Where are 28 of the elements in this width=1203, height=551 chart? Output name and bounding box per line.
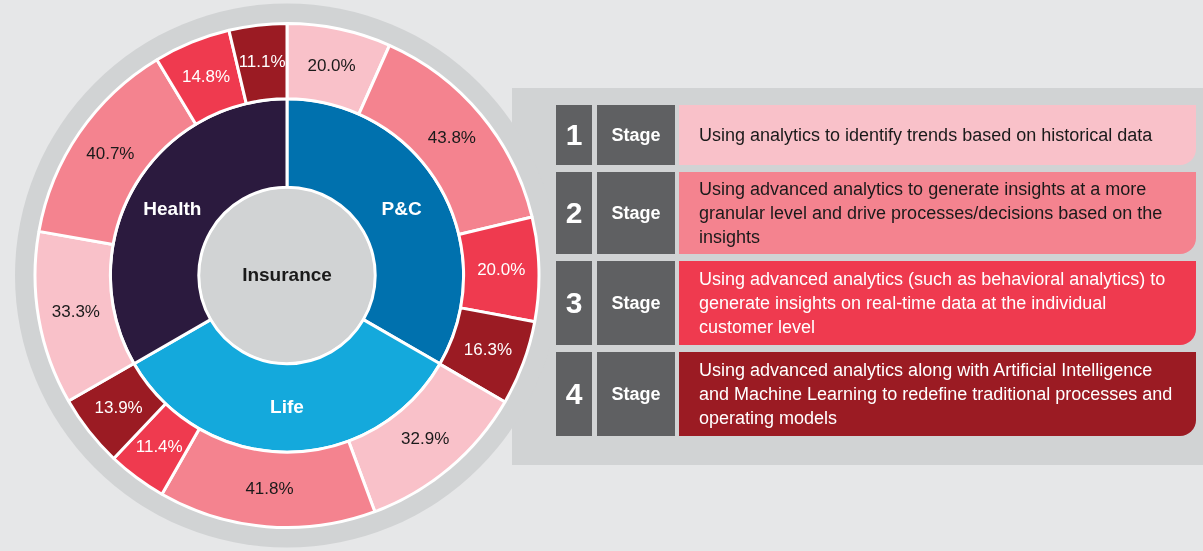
- text: Using advanced analytics to generate insights at a more granular level and drive processes/decisions based on the insights: [699, 178, 1164, 249]
- text: Stage: [611, 383, 661, 404]
- data-label: 14.8%: [181, 66, 231, 86]
- text: Using analytics to identify trends based on historical data: [699, 124, 1153, 147]
- data-label: 11.4%: [135, 437, 183, 457]
- text: Using advanced analytics (such as behavioral analytics) to generate insights on real-time data at the individual customer level: [699, 268, 1167, 339]
- data-label: 20.0%: [477, 259, 526, 279]
- data-label: 13.9%: [94, 397, 143, 417]
- text: 1: [556, 105, 592, 165]
- data-label: 40.7%: [86, 143, 135, 163]
- text: P&C: [381, 197, 423, 219]
- text: Life: [270, 396, 304, 418]
- data-label: 16.3%: [463, 339, 513, 359]
- legend-title: Stage: [597, 105, 675, 165]
- text: Using advanced analytics along with Artificial Intelligence and Machine Learning to redefine traditional processes and operating models: [699, 359, 1174, 430]
- text: 3: [556, 261, 592, 345]
- text: Stage: [611, 202, 661, 223]
- data-label: 33.3%: [51, 302, 100, 322]
- data-label: 20.0%: [307, 55, 356, 75]
- data-label: 43.8%: [427, 128, 476, 148]
- text: Health: [143, 197, 202, 219]
- text: Stage: [611, 292, 661, 313]
- data-label: 32.9%: [401, 429, 450, 449]
- data-label: 41.8%: [245, 478, 294, 498]
- text: Insurance: [242, 263, 332, 285]
- data-label: 11.1%: [238, 52, 286, 72]
- text: 4: [556, 352, 592, 436]
- text: 2: [556, 172, 592, 254]
